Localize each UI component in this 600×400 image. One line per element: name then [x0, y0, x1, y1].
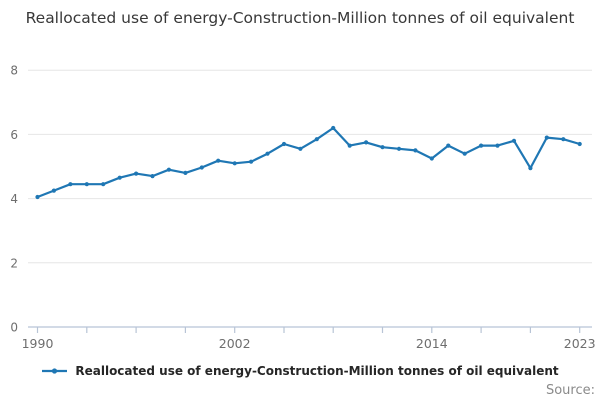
data-point-marker [183, 170, 188, 175]
chart-svg: 0 2 4 6 8 1990 2002 2014 2023 [10, 64, 596, 351]
data-point-marker [364, 140, 369, 145]
data-point-marker [232, 161, 237, 166]
y-tick-label: 4 [10, 192, 18, 206]
legend-label: Reallocated use of energy-Construction-M… [75, 364, 559, 378]
series-line [36, 126, 581, 199]
data-point-marker [216, 158, 221, 163]
chart-title: Reallocated use of energy-Construction-M… [0, 7, 600, 29]
data-point-marker [150, 174, 155, 179]
data-point-marker [281, 141, 287, 147]
data-point-marker [314, 137, 319, 142]
data-point-marker [331, 125, 336, 131]
y-tick-label: 2 [10, 256, 18, 270]
data-point-marker [462, 151, 467, 156]
data-point-marker [298, 146, 303, 151]
x-tick-label: 2014 [416, 336, 448, 351]
data-point-marker [51, 188, 57, 193]
y-tick-label: 0 [10, 321, 18, 335]
data-point-marker [577, 141, 582, 147]
data-point-marker [511, 138, 517, 143]
data-point-marker [380, 145, 385, 150]
y-tick-label: 6 [10, 128, 18, 142]
data-point-marker [561, 137, 566, 142]
data-point-marker [35, 194, 40, 200]
data-point-marker [265, 151, 270, 156]
data-point-marker [429, 156, 434, 161]
data-point-marker [134, 171, 139, 176]
data-point-marker [528, 166, 533, 171]
chart-title-text: Reallocated use of energy-Construction-M… [25, 9, 575, 27]
data-point-marker [249, 159, 254, 164]
y-tick-label: 8 [10, 64, 18, 78]
x-tick-label: 2023 [564, 336, 596, 351]
data-point-marker [347, 143, 352, 148]
x-tick-label: 1990 [22, 336, 54, 351]
data-point-marker [446, 143, 451, 148]
data-point-marker [413, 148, 418, 153]
data-point-marker [84, 182, 89, 187]
data-point-marker [199, 165, 204, 170]
data-point-marker [544, 135, 549, 140]
data-point-marker [166, 167, 171, 172]
data-point-marker [68, 182, 73, 187]
legend: Reallocated use of energy-Construction-M… [0, 362, 600, 380]
legend-dot [52, 368, 58, 374]
source-label: Source: [545, 383, 595, 398]
data-point-marker [117, 175, 122, 180]
legend-line-marker-icon [42, 368, 68, 374]
data-point-marker [101, 182, 106, 187]
data-point-marker [479, 143, 484, 148]
x-tick-label: 2002 [219, 336, 251, 351]
data-point-marker [495, 143, 500, 148]
data-point-marker [396, 146, 402, 151]
